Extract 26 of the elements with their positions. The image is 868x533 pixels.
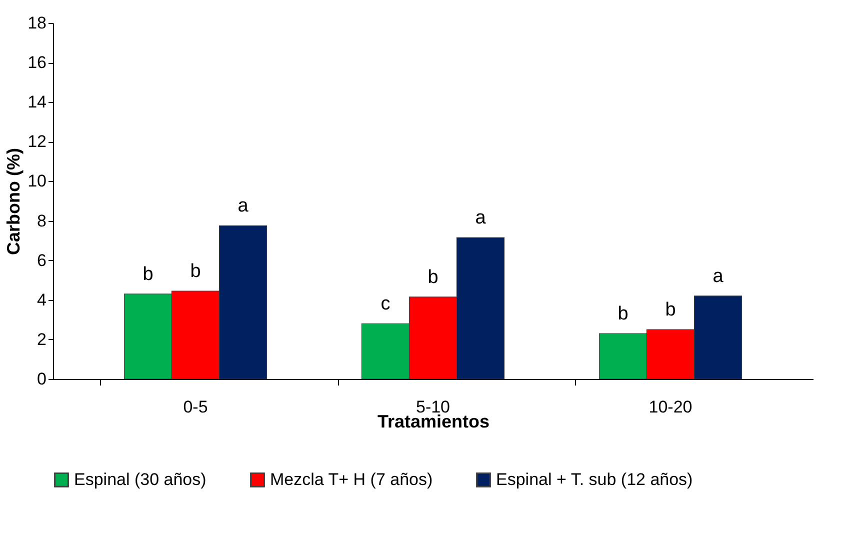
y-tick-label: 14 xyxy=(28,92,46,112)
x-axis-title: Tratamientos xyxy=(377,412,490,432)
data-label: c xyxy=(380,294,390,315)
x-tick-label: 0-5 xyxy=(183,398,208,416)
legend-label: Mezcla T+ H (7 años) xyxy=(270,470,433,489)
legend-label: Espinal (30 años) xyxy=(74,470,206,489)
x-tick-label: 10-20 xyxy=(648,398,692,416)
y-tick-label: 12 xyxy=(28,132,46,152)
data-label: a xyxy=(238,196,249,217)
y-tick-label: 18 xyxy=(28,14,46,32)
y-tick-label: 4 xyxy=(37,290,46,310)
data-label: b xyxy=(618,304,628,325)
data-label: b xyxy=(190,260,201,282)
legend-label: Espinal + T. sub (12 años) xyxy=(496,470,693,489)
y-tick-label: 8 xyxy=(37,211,46,230)
data-label: b xyxy=(665,300,676,321)
data-label: b xyxy=(142,264,154,285)
y-tick-label: 10 xyxy=(28,172,46,191)
data-label: a xyxy=(475,208,486,229)
y-tick-label: 6 xyxy=(37,250,46,270)
y-tick-label: 2 xyxy=(37,330,46,349)
y-tick-label: 0 xyxy=(37,370,46,388)
data-label: a xyxy=(712,266,724,287)
y-tick-label: 16 xyxy=(28,53,46,72)
y-axis-title: Carbono (%) xyxy=(4,148,24,255)
data-label: b xyxy=(428,266,438,288)
